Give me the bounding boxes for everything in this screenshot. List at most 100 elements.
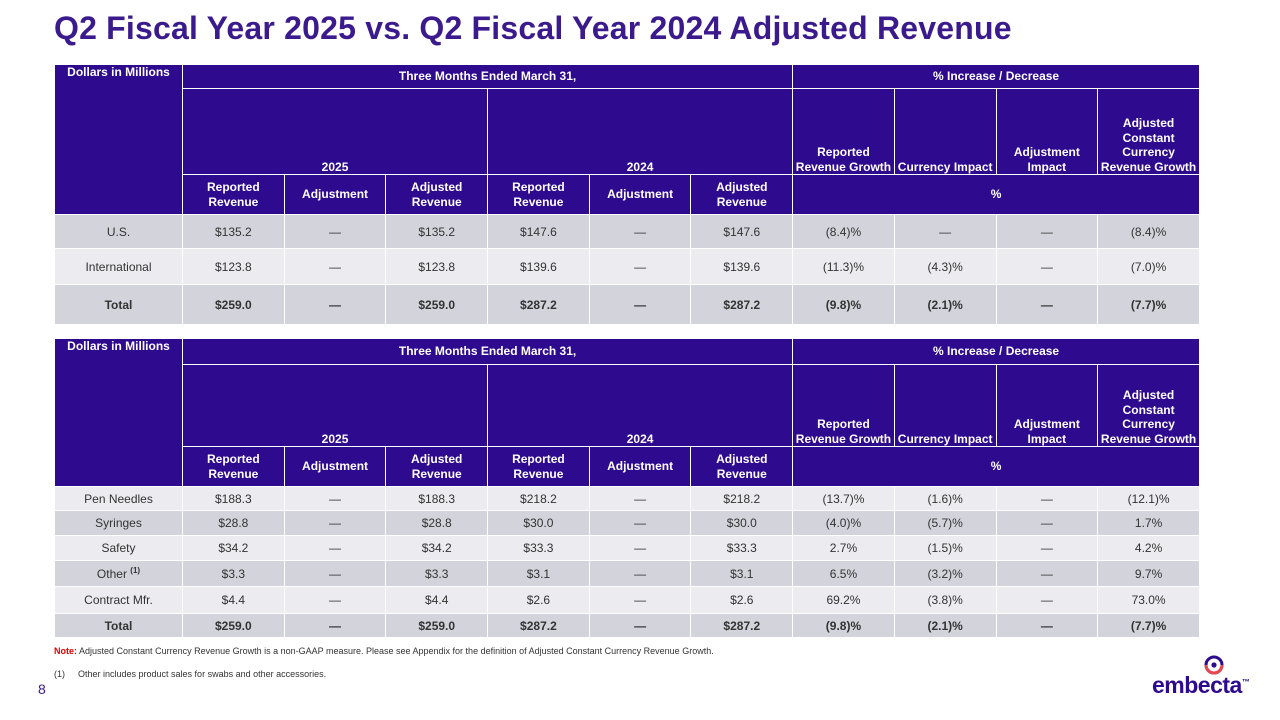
- header-currency-impact: Currency Impact: [893, 88, 997, 175]
- table-cell: 6.5%: [792, 560, 895, 587]
- logo-text: embecta: [1152, 672, 1242, 698]
- table-cell: (4.3)%: [893, 248, 997, 285]
- table-cell: 4.2%: [1097, 535, 1200, 561]
- table-cell: $33.3: [487, 535, 590, 561]
- table-cell: 73.0%: [1097, 586, 1200, 614]
- table-cell: (13.7)%: [792, 486, 895, 511]
- table-row: International $123.8— $123.8 $139.6— $139.6(…: [54, 248, 1200, 285]
- table-cell: (4.0)%: [792, 510, 895, 536]
- total-row: Total $259.0— $259.0 $287.2— $287.2 (9.8)% (2.…: [54, 613, 1200, 638]
- table-cell: —: [995, 214, 1099, 249]
- table-cell: $34.2: [182, 535, 285, 561]
- row-label: International: [54, 248, 183, 285]
- table-cell: —: [283, 214, 387, 249]
- header-adjusted-revenue-2025: Adjusted Revenue: [385, 446, 489, 487]
- table-cell: —: [995, 284, 1099, 325]
- header-percent: %: [792, 446, 1200, 487]
- row-label-text: Safety: [101, 541, 136, 555]
- table-cell: $3.1: [487, 560, 590, 587]
- header-reported-revenue-2024: Reported Revenue: [487, 174, 590, 215]
- geography-revenue-table: Dollars in Millions Three Months Ended M…: [54, 64, 1200, 325]
- table-cell: $147.6: [487, 214, 590, 249]
- table-cell: $287.2: [690, 613, 794, 638]
- page-number: 8: [38, 681, 46, 697]
- table-cell: $123.8: [182, 248, 285, 285]
- table-cell: —: [283, 535, 387, 561]
- table-cell: —: [283, 486, 387, 511]
- table-cell: (11.3)%: [792, 248, 895, 285]
- footnote-number: (1): [54, 669, 65, 679]
- header-adjustment-2024: Adjustment: [588, 446, 692, 487]
- header-dollars-in-millions: Dollars in Millions: [54, 64, 183, 215]
- table-cell: —: [995, 586, 1099, 614]
- header-year-2025: 2025: [181, 88, 489, 175]
- table-row: U.S. $135.2— $135.2 $147.6— $147.6 (8.4)% — — (8…: [54, 214, 1200, 249]
- row-label-text: Syringes: [95, 516, 142, 530]
- table-cell: $218.2: [690, 486, 794, 511]
- table-cell: $218.2: [487, 486, 590, 511]
- header-percent: %: [792, 174, 1200, 215]
- header-adjusted-revenue-2024: Adjusted Revenue: [690, 446, 794, 487]
- header-adjustment-2024: Adjustment: [588, 174, 692, 215]
- table-cell: (7.0)%: [1097, 248, 1200, 285]
- table-cell: $135.2: [182, 214, 285, 249]
- header-year-2024: 2024: [487, 364, 794, 447]
- table-cell: $188.3: [182, 486, 285, 511]
- table-cell: $139.6: [487, 248, 590, 285]
- table-row: Other (1) $3.3— $3.3 $3.1— $3.1 6.5% (3.2)% —9.…: [54, 560, 1200, 587]
- header-adjustment-impact: Adjustment Impact: [995, 88, 1099, 175]
- table-cell: (8.4)%: [792, 214, 895, 249]
- header-adjusted-revenue-2024: Adjusted Revenue: [690, 174, 794, 215]
- embecta-logo-mark-icon: [1204, 655, 1224, 675]
- table-cell: —: [588, 486, 692, 511]
- logo-trademark: ™: [1241, 677, 1250, 687]
- note-label: Note:: [54, 646, 77, 656]
- table-cell: $4.4: [385, 586, 489, 614]
- table-cell: (9.8)%: [792, 613, 895, 638]
- row-label: Pen Needles: [54, 486, 183, 511]
- product-revenue-table: Dollars in Millions Three Months Ended M…: [54, 338, 1200, 638]
- row-label-text: International: [85, 259, 152, 274]
- table-cell: —: [588, 560, 692, 587]
- table-cell: $3.3: [182, 560, 285, 587]
- table-cell: $147.6: [690, 214, 794, 249]
- header-adjusted-revenue-2025: Adjusted Revenue: [385, 174, 489, 215]
- table-cell: 9.7%: [1097, 560, 1200, 587]
- header-year-2025: 2025: [181, 364, 489, 447]
- row-label-text: Contract Mfr.: [84, 593, 153, 607]
- table-cell: —: [283, 560, 387, 587]
- table-cell: $28.8: [385, 510, 489, 536]
- footnote-ref: (1): [130, 566, 141, 575]
- table-cell: —: [995, 248, 1099, 285]
- table-cell: $2.6: [487, 586, 590, 614]
- table-cell: —: [588, 510, 692, 536]
- total-row: Total $259.0— $259.0 $287.2— $287.2 (9.8)% (2.…: [54, 284, 1200, 325]
- table-cell: $3.1: [690, 560, 794, 587]
- header-dollars-in-millions: Dollars in Millions: [54, 338, 183, 487]
- table-cell: $287.2: [487, 613, 590, 638]
- table-cell: (9.8)%: [792, 284, 895, 325]
- row-label: Syringes: [54, 510, 183, 536]
- table-cell: (2.1)%: [893, 284, 997, 325]
- table-cell: —: [588, 284, 692, 325]
- table-cell: (3.2)%: [893, 560, 997, 587]
- header-adjusted-cc-growth: Adjusted Constant Currency Revenue Growt…: [1097, 88, 1200, 175]
- note-text: Adjusted Constant Currency Revenue Growt…: [79, 646, 714, 656]
- table-cell: 1.7%: [1097, 510, 1200, 536]
- table-cell: —: [995, 510, 1099, 536]
- footnote: (1) Other includes product sales for swab…: [54, 669, 326, 679]
- table-cell: —: [588, 248, 692, 285]
- embecta-logo: embecta™: [1150, 654, 1258, 700]
- table-cell: —: [283, 586, 387, 614]
- table-cell: —: [995, 535, 1099, 561]
- header-adjusted-cc-growth: Adjusted Constant Currency Revenue Growt…: [1097, 364, 1200, 447]
- table-cell: (8.4)%: [1097, 214, 1200, 249]
- table-cell: $139.6: [690, 248, 794, 285]
- table-cell: $287.2: [487, 284, 590, 325]
- header-year-2024: 2024: [487, 88, 794, 175]
- table-cell: 69.2%: [792, 586, 895, 614]
- table-cell: $33.3: [690, 535, 794, 561]
- table-cell: —: [283, 248, 387, 285]
- table-cell: (1.5)%: [893, 535, 997, 561]
- table-cell: —: [995, 486, 1099, 511]
